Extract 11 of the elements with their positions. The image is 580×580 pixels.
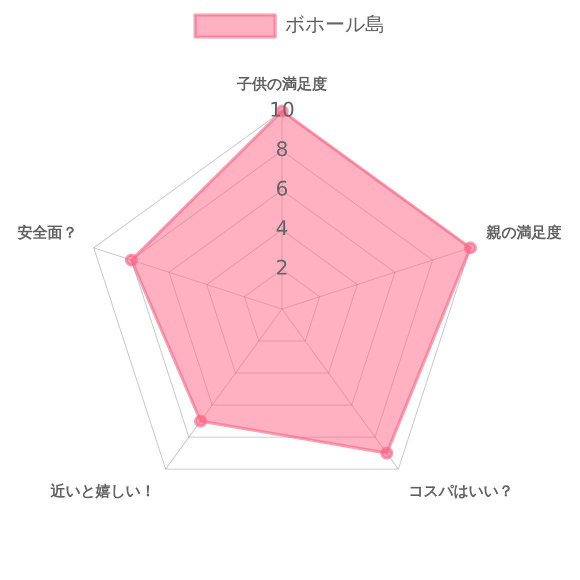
- spoke-label: コスパはいい？: [408, 482, 514, 500]
- y-tick-label: 8: [276, 136, 288, 161]
- y-tick-label: 10: [269, 97, 295, 122]
- spoke-label: 安全面？: [18, 223, 78, 242]
- y-tick-label: 2: [276, 256, 288, 280]
- legend-label: ボホール島: [285, 12, 385, 36]
- spoke-label: 親の満足度: [485, 223, 562, 242]
- spoke-label: 近いと嬉しい！: [50, 482, 156, 500]
- y-tick-label: 6: [276, 176, 288, 200]
- spoke-label: 子供の満足度: [236, 74, 327, 93]
- y-tick-label: 4: [276, 216, 288, 240]
